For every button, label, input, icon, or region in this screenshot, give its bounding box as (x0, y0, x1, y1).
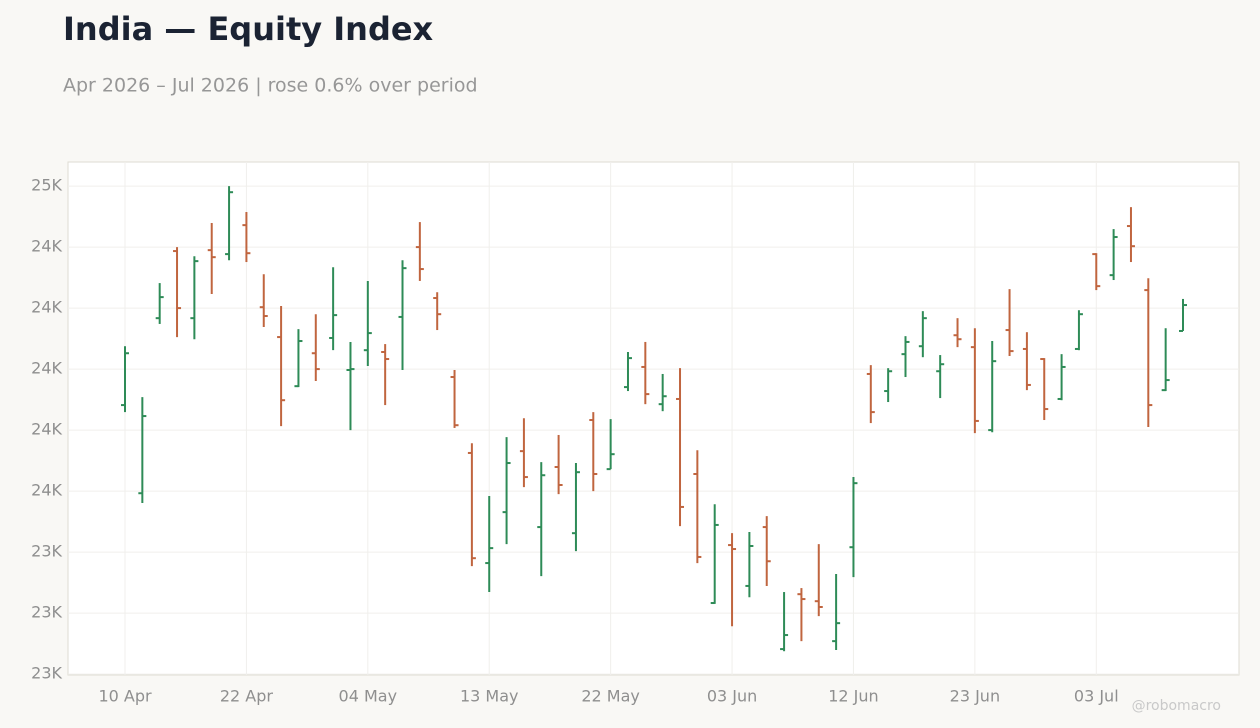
y-tick-label: 24K (31, 237, 62, 256)
plot-area (67, 161, 1240, 676)
x-tick-label: 03 Jul (1074, 687, 1119, 706)
y-tick-label: 23K (31, 664, 62, 683)
x-tick-label: 13 May (460, 687, 519, 706)
x-tick-label: 12 Jun (828, 687, 878, 706)
y-tick-label: 23K (31, 603, 62, 622)
x-tick-label: 04 May (339, 687, 398, 706)
y-tick-label: 24K (31, 298, 62, 317)
y-tick-label: 23K (31, 542, 62, 561)
x-tick-label: 03 Jun (707, 687, 757, 706)
chart-title: India — Equity Index (63, 10, 434, 48)
x-tick-label: 10 Apr (98, 687, 152, 706)
chart-subtitle: Apr 2026 – Jul 2026 | rose 0.6% over per… (63, 75, 478, 97)
x-tick-label: 22 May (581, 687, 640, 706)
x-tick-label: 22 Apr (220, 687, 274, 706)
y-tick-label: 24K (31, 359, 62, 378)
watermark: @robomacro (1132, 698, 1221, 714)
y-tick-label: 25K (31, 176, 62, 195)
x-tick-label: 23 Jun (950, 687, 1000, 706)
y-tick-label: 24K (31, 420, 62, 439)
y-tick-label: 24K (31, 481, 62, 500)
